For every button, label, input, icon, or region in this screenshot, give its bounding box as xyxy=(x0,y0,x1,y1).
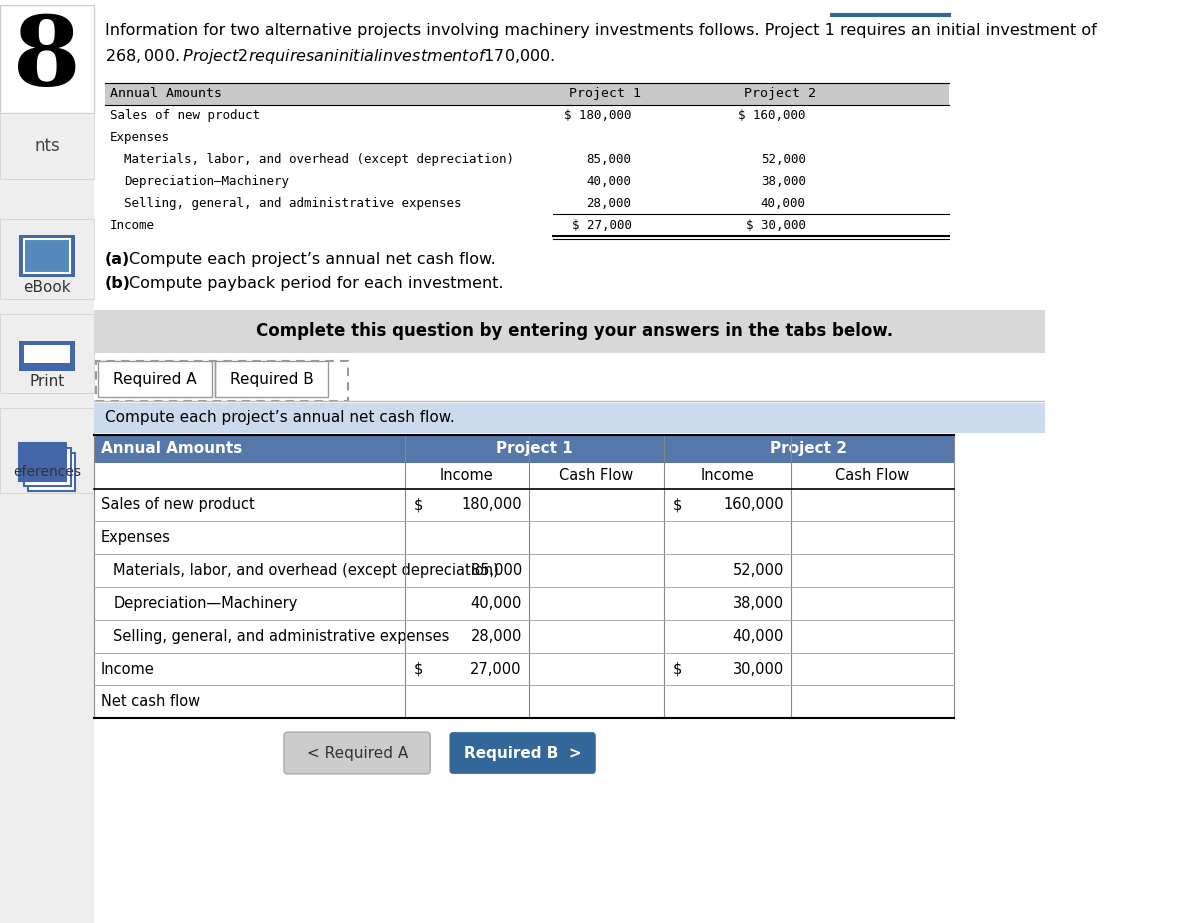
Text: Selling, general, and administrative expenses: Selling, general, and administrative exp… xyxy=(113,629,450,643)
Text: Project 2: Project 2 xyxy=(744,88,816,101)
Bar xyxy=(98,361,211,397)
Bar xyxy=(94,309,1045,354)
Bar xyxy=(24,448,71,485)
Text: Income: Income xyxy=(101,662,155,677)
Bar xyxy=(0,6,94,113)
Text: Net cash flow: Net cash flow xyxy=(101,694,200,709)
Text: Project 1: Project 1 xyxy=(496,441,572,456)
Text: Cash Flow: Cash Flow xyxy=(559,468,634,483)
Text: Selling, general, and administrative expenses: Selling, general, and administrative exp… xyxy=(124,197,461,210)
Text: Compute each project’s annual net cash flow.: Compute each project’s annual net cash f… xyxy=(128,252,496,267)
Bar xyxy=(19,342,74,371)
Bar xyxy=(94,587,954,619)
Text: $ 27,000: $ 27,000 xyxy=(571,219,631,232)
Text: Print: Print xyxy=(30,374,65,389)
Bar xyxy=(94,521,954,554)
Bar xyxy=(94,435,954,462)
Text: 38,000: 38,000 xyxy=(761,174,805,188)
Text: 85,000: 85,000 xyxy=(470,563,522,578)
Bar xyxy=(94,403,1045,433)
Bar xyxy=(94,488,954,521)
FancyBboxPatch shape xyxy=(96,361,348,402)
Bar xyxy=(94,653,954,686)
Text: Compute each project’s annual net cash flow.: Compute each project’s annual net cash f… xyxy=(104,411,455,426)
Bar xyxy=(0,219,94,299)
Bar xyxy=(28,453,74,490)
Text: 40,000: 40,000 xyxy=(587,174,631,188)
Text: Project 1: Project 1 xyxy=(569,88,641,101)
Text: Income: Income xyxy=(440,468,493,483)
Bar xyxy=(0,408,94,493)
Bar xyxy=(0,314,94,393)
Text: Income: Income xyxy=(109,219,155,232)
Text: $: $ xyxy=(414,662,424,677)
Text: $: $ xyxy=(414,497,424,512)
Text: eBook: eBook xyxy=(23,281,71,295)
Text: nts: nts xyxy=(34,137,60,154)
Bar xyxy=(24,239,70,273)
Text: Required A: Required A xyxy=(113,372,197,387)
Text: Sales of new product: Sales of new product xyxy=(109,109,259,122)
Text: $ 160,000: $ 160,000 xyxy=(738,109,805,122)
Text: 28,000: 28,000 xyxy=(470,629,522,643)
Bar xyxy=(94,554,954,587)
Text: < Required A: < Required A xyxy=(306,746,408,761)
Text: eferences: eferences xyxy=(13,464,82,479)
Text: 30,000: 30,000 xyxy=(733,662,784,677)
Text: Expenses: Expenses xyxy=(101,531,170,545)
Text: Compute payback period for each investment.: Compute payback period for each investme… xyxy=(128,276,504,291)
Bar xyxy=(0,113,94,179)
Bar xyxy=(94,619,954,653)
Text: 85,000: 85,000 xyxy=(587,153,631,166)
Text: Information for two alternative projects involving machinery investments follows: Information for two alternative projects… xyxy=(104,23,1097,39)
Text: Required B  >: Required B > xyxy=(464,746,582,761)
Text: Depreciation—Machinery: Depreciation—Machinery xyxy=(113,596,298,611)
Bar xyxy=(215,361,329,397)
Text: Cash Flow: Cash Flow xyxy=(835,468,910,483)
Text: Sales of new product: Sales of new product xyxy=(101,497,254,512)
Text: 27,000: 27,000 xyxy=(470,662,522,677)
Text: (a): (a) xyxy=(104,252,130,267)
Text: $: $ xyxy=(672,497,682,512)
Text: Required B: Required B xyxy=(230,372,313,387)
Bar xyxy=(94,686,954,718)
Text: 40,000: 40,000 xyxy=(761,197,805,210)
Text: Income: Income xyxy=(701,468,754,483)
Text: 38,000: 38,000 xyxy=(733,596,784,611)
Text: 52,000: 52,000 xyxy=(761,153,805,166)
FancyBboxPatch shape xyxy=(450,732,595,773)
Text: Materials, labor, and overhead (except depreciation): Materials, labor, and overhead (except d… xyxy=(113,563,499,578)
Text: 52,000: 52,000 xyxy=(732,563,784,578)
Text: 8: 8 xyxy=(13,12,80,106)
Bar xyxy=(19,443,66,481)
Text: $268,000. Project 2 requires an initial investment of $170,000.: $268,000. Project 2 requires an initial … xyxy=(104,47,554,66)
Bar xyxy=(24,345,70,364)
Text: Expenses: Expenses xyxy=(109,131,169,144)
Text: Depreciation–Machinery: Depreciation–Machinery xyxy=(124,174,289,188)
Text: Annual Amounts: Annual Amounts xyxy=(101,441,242,456)
Text: 28,000: 28,000 xyxy=(587,197,631,210)
Bar xyxy=(19,235,74,277)
Text: Complete this question by entering your answers in the tabs below.: Complete this question by entering your … xyxy=(257,322,894,341)
Bar xyxy=(104,83,949,105)
Text: $: $ xyxy=(672,662,682,677)
Bar xyxy=(94,462,954,488)
Text: Annual Amounts: Annual Amounts xyxy=(109,88,222,101)
Text: 180,000: 180,000 xyxy=(461,497,522,512)
Text: 40,000: 40,000 xyxy=(732,629,784,643)
Text: $ 30,000: $ 30,000 xyxy=(745,219,805,232)
Text: 40,000: 40,000 xyxy=(470,596,522,611)
Text: Materials, labor, and overhead (except depreciation): Materials, labor, and overhead (except d… xyxy=(124,153,514,166)
Text: Project 2: Project 2 xyxy=(770,441,847,456)
Text: (b): (b) xyxy=(104,276,131,291)
Text: $ 180,000: $ 180,000 xyxy=(564,109,631,122)
FancyBboxPatch shape xyxy=(284,732,431,773)
Bar xyxy=(0,6,94,923)
Text: 160,000: 160,000 xyxy=(724,497,784,512)
